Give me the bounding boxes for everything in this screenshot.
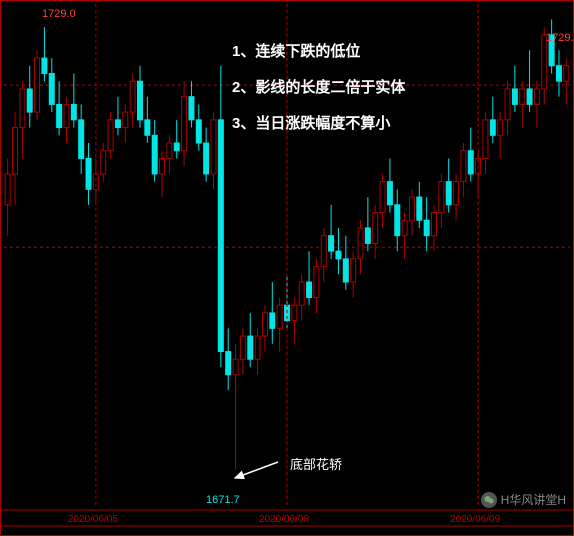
annotation-3: 3、当日涨跌幅度不算小 [232,112,390,133]
high-price-label-2: 1729. [546,32,574,44]
low-price-label: 1671.7 [206,494,240,506]
x-tick-label: 2020/06/08 [259,514,309,525]
pattern-label: 底部花轿 [290,454,342,473]
wechat-icon [481,492,497,508]
annotation-1: 1、连续下跌的低位 [232,40,360,61]
high-price-label: 1729.0 [42,8,76,20]
watermark-text: H华风讲堂H [501,491,566,508]
x-tick-label: 2020/06/05 [68,514,118,525]
annotation-2: 2、影线的长度二倍于实体 [232,76,405,97]
x-tick-label: 2020/06/09 [450,514,500,525]
watermark: H华风讲堂H [481,491,566,508]
